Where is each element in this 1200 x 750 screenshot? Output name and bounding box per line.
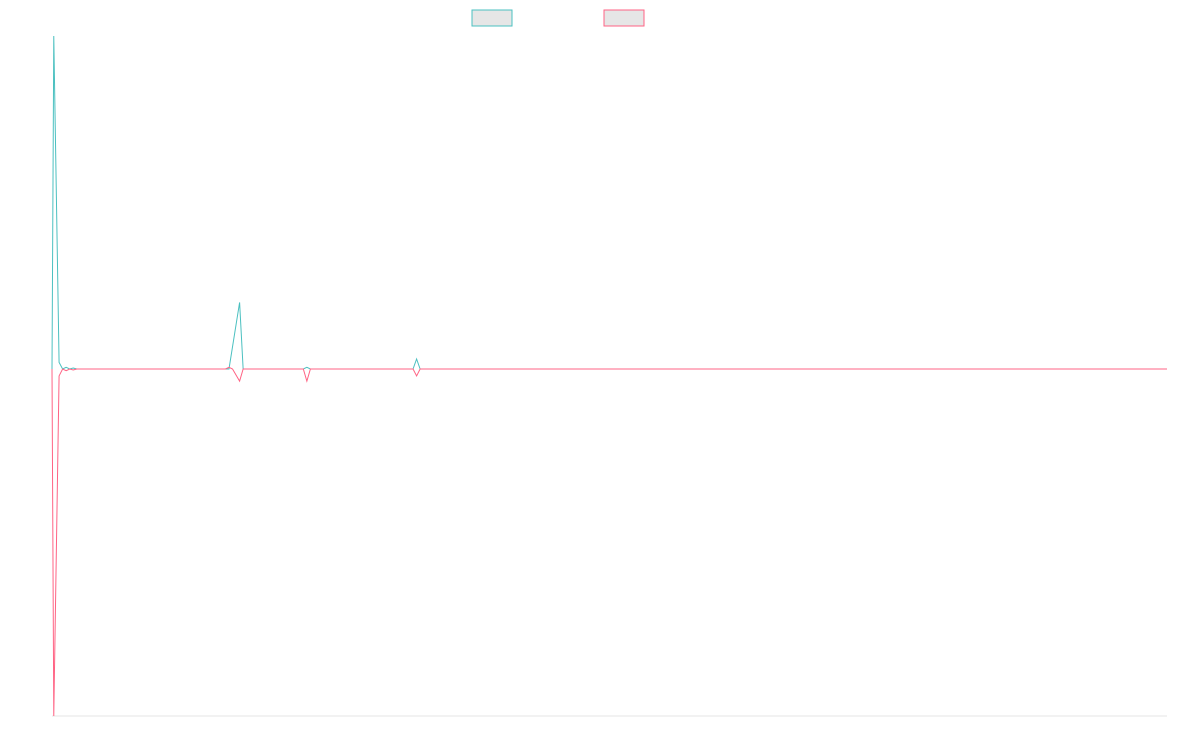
series-line-1: [51, 35, 1167, 370]
series-line-2: [51, 366, 1167, 717]
series-layer: [51, 35, 1167, 717]
legend: [471, 9, 645, 27]
legend-swatch-2[interactable]: [603, 9, 645, 27]
legend-swatch-1[interactable]: [471, 9, 513, 27]
